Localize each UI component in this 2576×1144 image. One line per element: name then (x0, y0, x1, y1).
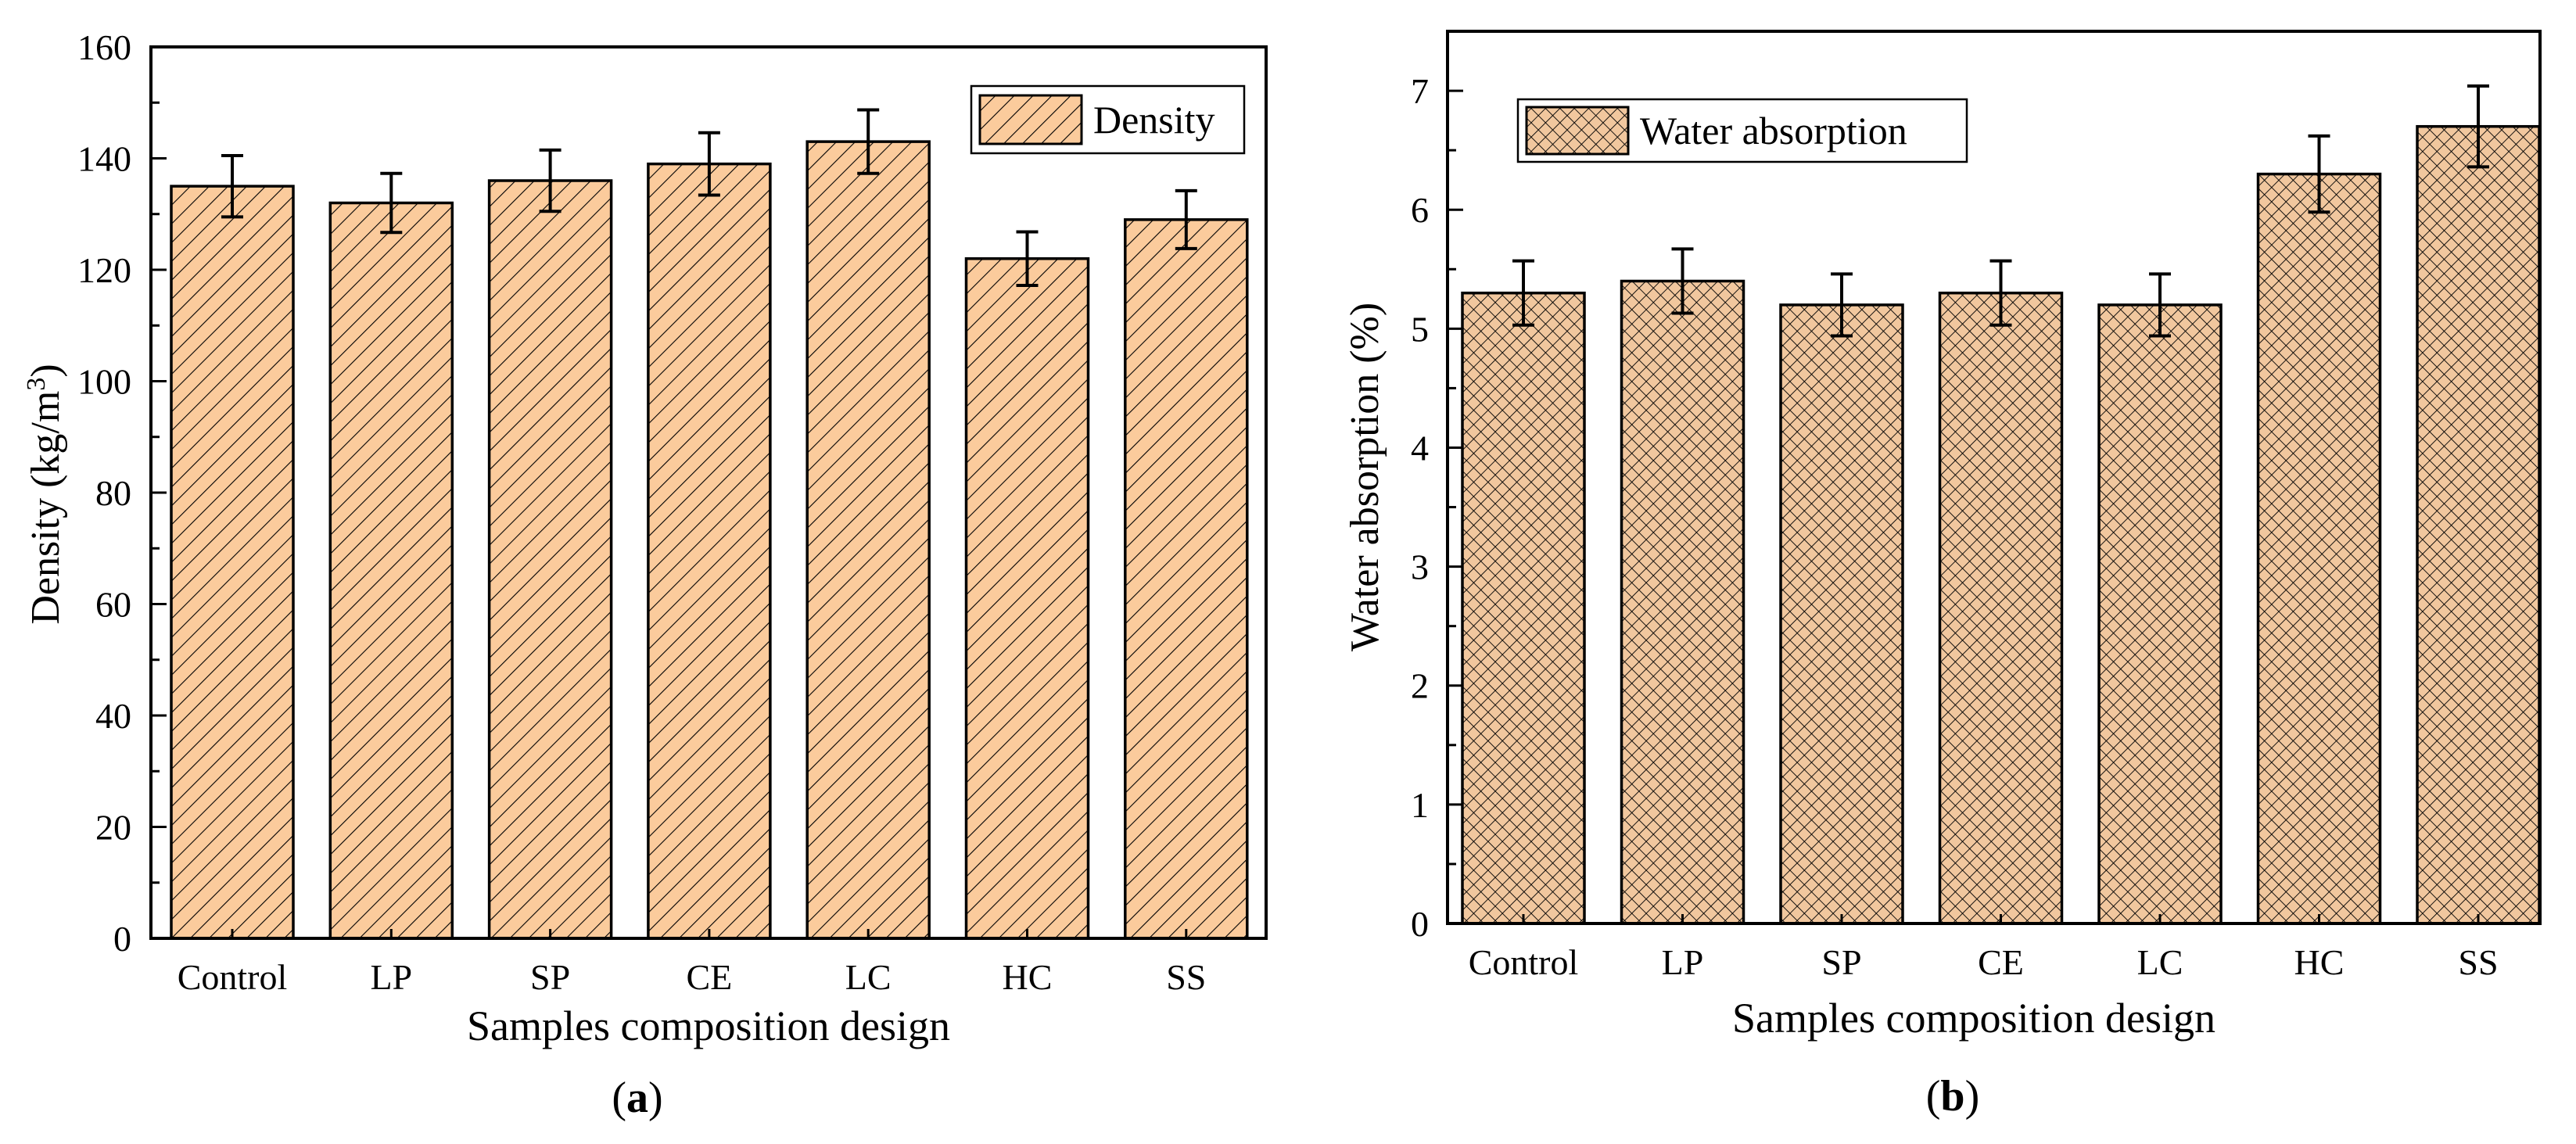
density-y-tick-label: 140 (77, 139, 131, 179)
density-bars (170, 140, 1249, 940)
water-absorption-x-axis: Control LP SP CE LC HC SS (1469, 914, 2499, 982)
water-absorption-y-tick-label: 7 (1411, 71, 1429, 111)
density-y-tick-label: 0 (113, 919, 131, 959)
density-y-axis: 0 20 40 60 80 100 120 140 160 (77, 27, 167, 959)
density-bar-control (170, 185, 295, 940)
water-absorption-y-tick-label: 5 (1411, 309, 1429, 349)
water-absorption-bar-hc (2256, 172, 2382, 925)
water-absorption-x-tick-label-lc: LC (2137, 942, 2183, 982)
density-legend-label: Density (1093, 98, 1215, 142)
water-absorption-error-bar-ce (1989, 259, 2012, 327)
water-absorption-error-bar-hc (2308, 134, 2330, 214)
density-x-tick-label-hc: HC (1003, 957, 1053, 997)
density-x-tick-label-lp: LP (370, 957, 412, 997)
density-x-tick-label-ss: SS (1166, 957, 1206, 997)
water-absorption-y-tick-label: 3 (1411, 547, 1429, 587)
density-panel-label: (a) (612, 1074, 662, 1122)
density-y-tick-label: 120 (77, 250, 131, 290)
water-absorption-bar-control (1461, 291, 1586, 925)
density-y-tick-label: 20 (95, 808, 131, 848)
density-y-tick-label: 160 (77, 27, 131, 67)
water-absorption-legend-swatch (1525, 106, 1630, 156)
density-error-bar-lp (380, 171, 403, 235)
water-absorption-x-tick-label-lp: LP (1662, 942, 1704, 982)
density-bar-lp (328, 201, 454, 940)
water-absorption-error-bars (1512, 84, 2489, 338)
density-x-tick-label-sp: SP (530, 957, 570, 997)
density-x-tick-label-control: Control (178, 957, 288, 997)
density-y-tick-label: 80 (95, 473, 131, 513)
density-x-axis: Control LP SP CE LC HC SS (178, 929, 1206, 997)
panel-a-density: 0 20 40 60 80 100 120 140 160 Control LP SP CE LC HC S… (22, 27, 1268, 1122)
density-y-axis-title: Density (kg/m3) (22, 364, 69, 624)
water-absorption-legend: Water absorption (1516, 98, 1968, 163)
water-absorption-x-tick-label-control: Control (1469, 942, 1579, 982)
water-absorption-error-bar-lc (2149, 272, 2171, 338)
density-x-tick-label-lc: LC (845, 957, 892, 997)
water-absorption-error-bar-control (1512, 259, 1534, 327)
density-bar-lc (805, 140, 931, 940)
water-absorption-y-axis: 0 1 2 3 4 5 6 7 (1411, 71, 1463, 944)
water-absorption-bar-lp (1620, 279, 1745, 925)
density-error-bar-lc (857, 108, 880, 175)
density-error-bar-ce (698, 131, 720, 197)
water-absorption-bar-ss (2416, 124, 2541, 925)
water-absorption-error-bar-sp (1831, 272, 1853, 338)
water-absorption-y-tick-label: 0 (1411, 904, 1429, 944)
water-absorption-bar-sp (1779, 303, 1904, 925)
water-absorption-y-tick-label: 6 (1411, 190, 1429, 230)
water-absorption-bars (1461, 124, 2541, 925)
water-absorption-error-bar-lp (1671, 247, 1694, 315)
water-absorption-x-tick-label-ce: CE (1978, 942, 2024, 982)
density-bar-ss (1124, 218, 1249, 940)
density-error-bar-control (221, 153, 243, 219)
density-error-bar-ss (1175, 188, 1197, 250)
density-error-bar-hc (1016, 230, 1039, 287)
water-absorption-legend-label: Water absorption (1640, 109, 1907, 152)
density-y-tick-label: 40 (95, 696, 131, 736)
density-bar-ce (647, 162, 772, 940)
water-absorption-x-tick-label-hc: HC (2294, 942, 2345, 982)
density-legend: Density (970, 84, 1246, 155)
panel-b-water-absorption: 0 1 2 3 4 5 6 7 Control LP SP CE LC HC SS Water absor… (1343, 30, 2542, 1121)
water-absorption-x-tick-label-ss: SS (2458, 942, 2498, 982)
water-absorption-y-axis-title: Water absorption (%) (1343, 303, 1387, 651)
water-absorption-bar-ce (1938, 291, 2064, 925)
water-absorption-y-tick-label: 4 (1411, 428, 1429, 468)
water-absorption-x-tick-label-sp: SP (1821, 942, 1861, 982)
water-absorption-panel-label: (b) (1926, 1072, 1979, 1121)
water-absorption-x-axis-title: Samples composition design (1732, 995, 2215, 1042)
density-bar-sp (487, 179, 613, 940)
water-absorption-y-tick-label: 1 (1411, 785, 1429, 825)
density-x-tick-label-ce: CE (687, 957, 733, 997)
density-x-axis-title: Samples composition design (467, 1002, 950, 1049)
water-absorption-error-bar-ss (2467, 84, 2489, 169)
water-absorption-y-tick-label: 2 (1411, 666, 1429, 706)
density-bar-hc (964, 257, 1090, 940)
water-absorption-bar-lc (2097, 303, 2223, 925)
density-error-bars (221, 108, 1197, 287)
density-y-tick-label: 60 (95, 585, 131, 625)
density-y-tick-label: 100 (77, 362, 131, 402)
density-error-bar-sp (539, 148, 561, 213)
density-legend-swatch (978, 94, 1083, 145)
water-absorption-plot-frame (1446, 30, 2542, 925)
